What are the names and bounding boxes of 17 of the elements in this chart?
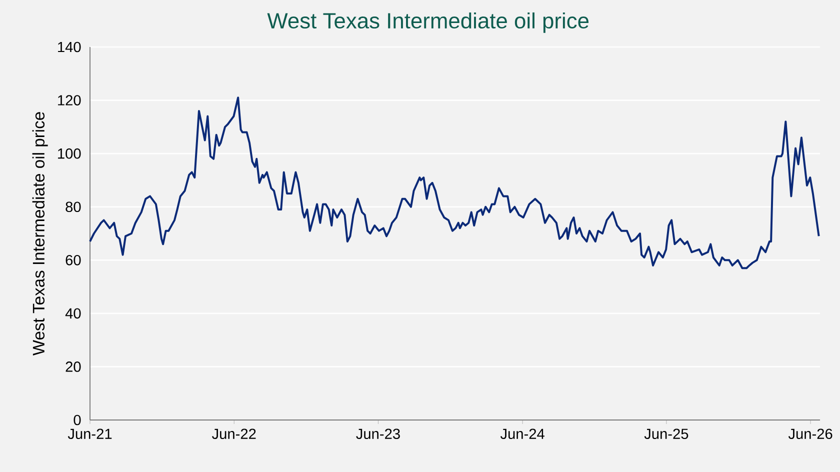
y-axis-title: West Texas Intermediate oil price (32, 112, 48, 356)
y-tick-label: 20 (66, 362, 81, 372)
y-tick-label: 60 (66, 254, 81, 266)
y-tick-label: 40 (65, 308, 81, 319)
x-tick-label: Jun-25 (644, 428, 688, 440)
chart-title: West Texas Intermediate oil price (267, 12, 589, 33)
x-tick-label: Jun-23 (356, 428, 400, 440)
y-tick-label: 120 (58, 95, 81, 106)
x-tick-label: Jun-21 (68, 428, 112, 440)
y-tick-label: 0 (74, 414, 81, 426)
x-tick-label: Jun-22 (212, 428, 256, 440)
y-tick-label: 100 (58, 148, 81, 159)
line-series (89, 96, 820, 270)
y-tick-label: 140 (58, 42, 81, 52)
y-tick-label: 80 (66, 202, 81, 212)
x-tick-label: Jun-24 (500, 428, 544, 440)
x-tick-label: Jun-26 (788, 428, 832, 440)
